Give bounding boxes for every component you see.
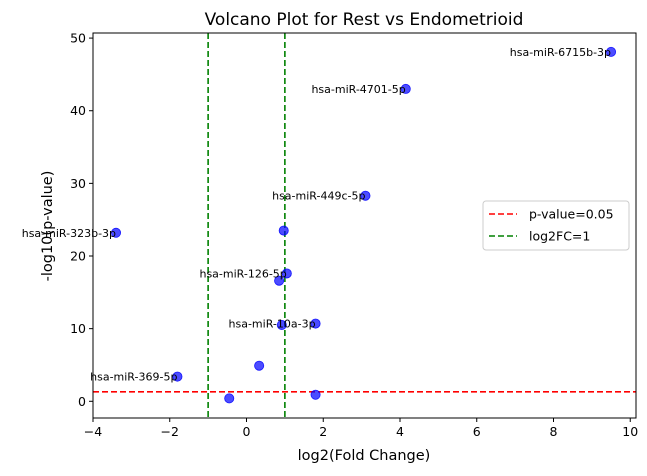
x-tick-label: 0 [243, 424, 251, 439]
data-point [172, 371, 183, 382]
chart-title: Volcano Plot for Rest vs Endometrioid [205, 10, 524, 30]
legend-label: log2FC=1 [529, 229, 590, 244]
x-tick-label: 8 [550, 424, 558, 439]
data-point [281, 268, 292, 279]
data-point [310, 389, 321, 400]
data-point [278, 225, 289, 236]
legend: p-value=0.05 log2FC=1 [482, 200, 630, 251]
axes: −4 −2 0 2 4 6 8 10 0 10 20 30 40 50 [70, 31, 638, 439]
data-point [276, 320, 287, 331]
y-tick-label: 0 [78, 394, 86, 409]
data-point [224, 393, 235, 404]
data-point [111, 227, 122, 238]
point-label: hsa-miR-6715b-3p [510, 46, 611, 59]
y-tick-label: 20 [70, 249, 86, 264]
point-label: hsa-miR-4701-5p [311, 83, 405, 96]
data-point [606, 46, 617, 57]
point-label: hsa-miR-323b-3p [22, 227, 116, 240]
data-point [310, 318, 321, 329]
x-tick-label: −2 [161, 424, 179, 439]
x-tick-label: 6 [473, 424, 481, 439]
point-label: hsa-miR-10a-3p [229, 318, 316, 331]
y-tick-label: 40 [70, 103, 86, 118]
point-label: hsa-miR-126-5p [199, 267, 286, 280]
data-point [274, 275, 285, 286]
point-label: hsa-miR-369-5p [90, 371, 177, 384]
x-tick-label: 2 [319, 424, 327, 439]
point-label: hsa-miR-449c-5p [272, 190, 365, 203]
data-point [254, 360, 265, 371]
legend-box [482, 200, 630, 251]
plot-area: hsa-miR-6715b-3p hsa-miR-4701-5p hsa-miR-4… [22, 33, 636, 418]
y-tick-label: 50 [70, 31, 86, 46]
y-tick-label: 30 [70, 176, 86, 191]
x-tick-label: 10 [622, 424, 638, 439]
y-tick-label: 10 [70, 321, 86, 336]
x-tick-label: 4 [396, 424, 404, 439]
data-point [400, 83, 411, 94]
x-tick-label: −4 [84, 424, 102, 439]
x-axis-label: log2(Fold Change) [298, 448, 431, 464]
plot-frame [92, 32, 637, 419]
data-point [360, 190, 371, 201]
legend-label: p-value=0.05 [529, 207, 614, 222]
y-axis-label: -log10(p-value) [40, 171, 56, 282]
